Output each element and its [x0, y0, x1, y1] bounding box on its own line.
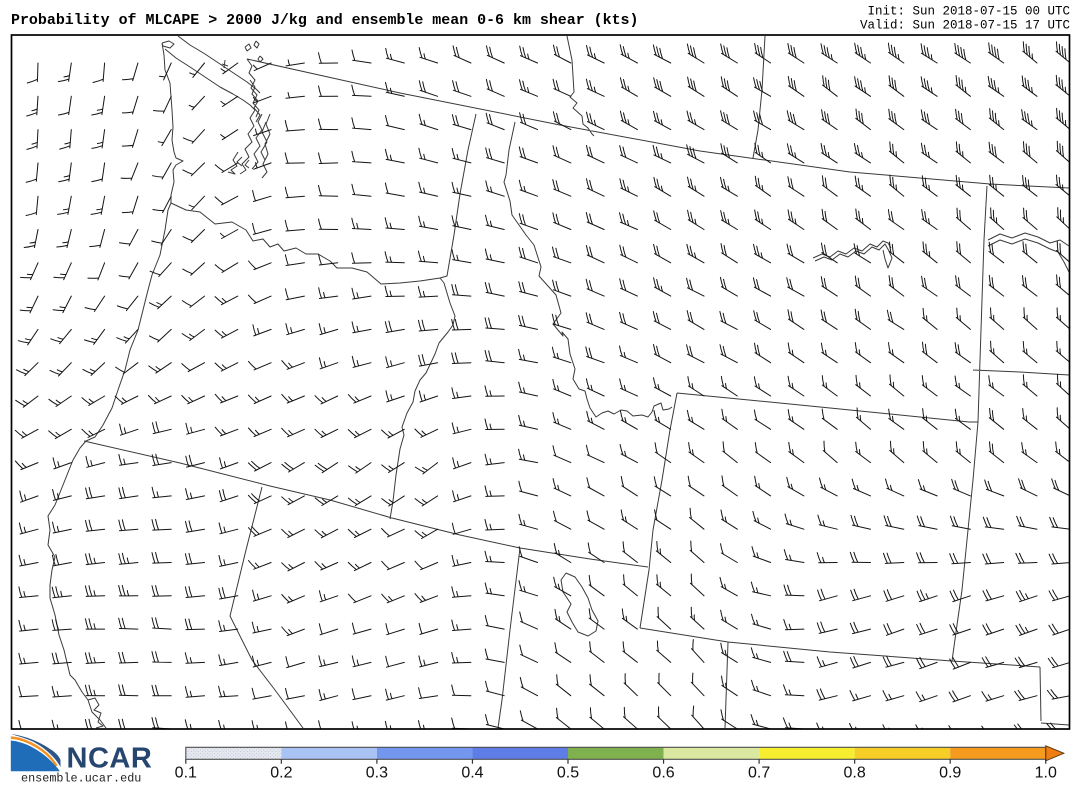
svg-text:0.6: 0.6	[652, 765, 674, 782]
svg-text:0.2: 0.2	[270, 765, 292, 782]
svg-text:0.8: 0.8	[844, 765, 866, 782]
svg-text:0.4: 0.4	[461, 765, 483, 782]
svg-text:Init: Sun 2018-07-15 00 UTC: Init: Sun 2018-07-15 00 UTC	[867, 5, 1070, 19]
svg-text:1.0: 1.0	[1035, 765, 1057, 782]
svg-text:Valid: Sun 2018-07-15 17 UTC: Valid: Sun 2018-07-15 17 UTC	[860, 19, 1070, 33]
svg-text:0.9: 0.9	[939, 765, 961, 782]
svg-text:Probability of MLCAPE > 2000 J: Probability of MLCAPE > 2000 J/kg and en…	[11, 13, 638, 29]
svg-text:0.1: 0.1	[175, 765, 197, 782]
svg-text:0.5: 0.5	[557, 765, 579, 782]
svg-text:0.7: 0.7	[748, 765, 770, 782]
svg-text:NCAR: NCAR	[67, 743, 153, 775]
svg-text:ensemble.ucar.edu: ensemble.ucar.edu	[21, 772, 141, 786]
svg-text:0.3: 0.3	[366, 765, 388, 782]
